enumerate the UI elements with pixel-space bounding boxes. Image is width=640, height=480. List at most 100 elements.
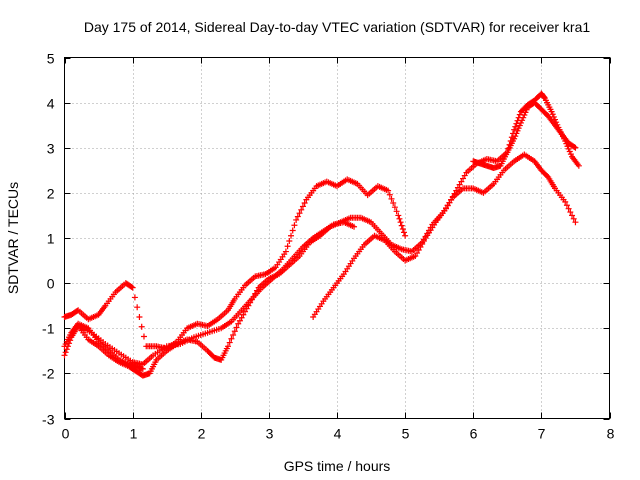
data-point: [516, 111, 523, 118]
data-point: [390, 200, 397, 207]
x-tick-label: 2: [198, 426, 206, 442]
data-point: [228, 335, 235, 342]
data-point: [289, 227, 296, 234]
data-point: [565, 205, 572, 212]
data-point: [225, 343, 231, 350]
data-point: [513, 120, 520, 127]
data-point: [515, 114, 522, 121]
data-point: [572, 219, 579, 226]
data-point: [553, 119, 560, 126]
data-point: [73, 307, 80, 314]
x-tick-labels: 0 1 2 3 4 5 6 7 8: [62, 426, 615, 442]
data-point: [570, 215, 577, 222]
data-point: [299, 203, 306, 210]
data-point: [296, 210, 303, 217]
data-point: [461, 172, 468, 179]
series-track-a: [61, 176, 409, 352]
series-track-e: [310, 99, 579, 320]
data-point: [393, 208, 400, 215]
data-point: [504, 149, 511, 156]
data-point: [385, 187, 392, 194]
data-point: [134, 304, 141, 311]
data-point: [522, 109, 529, 116]
data-point: [571, 143, 578, 150]
x-tick-label: 6: [470, 426, 478, 442]
y-tick-label: 3: [47, 141, 55, 157]
x-tick-label: 7: [538, 426, 546, 442]
data-point: [231, 328, 238, 335]
data-point: [288, 232, 295, 239]
data-point: [564, 143, 571, 150]
data-point: [420, 238, 427, 245]
series-track-d: [75, 219, 358, 368]
data-point: [415, 247, 422, 254]
data-point: [449, 193, 456, 200]
x-tick-label: 1: [130, 426, 138, 442]
data-point: [451, 190, 458, 197]
data-point: [129, 284, 136, 291]
y-tick-label: -1: [42, 321, 55, 337]
data-point: [66, 340, 73, 347]
data-point: [293, 216, 300, 223]
data-point: [226, 339, 233, 346]
data-point: [301, 200, 308, 207]
data-point: [562, 137, 569, 144]
x-axis-title: GPS time / hours: [284, 458, 391, 474]
data-point: [402, 232, 409, 239]
data-point: [298, 206, 305, 213]
data-point: [386, 191, 393, 198]
data-point: [417, 244, 424, 251]
data-point: [238, 314, 245, 321]
y-tick-label: 1: [47, 231, 55, 247]
data-point: [516, 122, 523, 129]
data-point: [398, 222, 405, 229]
data-point: [63, 346, 70, 353]
data-point: [412, 253, 419, 260]
series-track-f: [470, 90, 582, 172]
data-point: [505, 145, 512, 152]
data-point: [128, 283, 135, 290]
data-point: [294, 213, 301, 220]
data-point: [453, 187, 460, 194]
x-tick-label: 4: [334, 426, 342, 442]
data-point: [286, 238, 293, 245]
data-point: [565, 145, 572, 152]
data-point: [548, 108, 555, 115]
y-axis-title: SDTVAR / TECUs: [5, 182, 21, 294]
data-point: [508, 134, 515, 141]
data-point: [291, 222, 298, 229]
data-point: [549, 111, 556, 118]
data-point: [552, 116, 558, 123]
data-point: [563, 202, 570, 209]
data-point: [236, 317, 243, 324]
data-point: [443, 205, 449, 212]
data-point: [61, 352, 68, 359]
chart-title: Day 175 of 2014, Sidereal Day-to-day VTE…: [84, 19, 590, 35]
data-point: [395, 212, 402, 219]
data-point: [563, 140, 570, 147]
data-point: [399, 225, 406, 232]
data-point: [575, 162, 582, 169]
data-point: [509, 130, 516, 137]
data-point: [562, 198, 569, 205]
data-point: [419, 241, 426, 248]
data-point: [444, 202, 451, 209]
data-point: [391, 204, 398, 211]
data-point: [446, 199, 453, 206]
data-points: [61, 90, 582, 379]
data-point: [67, 337, 74, 344]
data-point: [230, 332, 237, 339]
data-point: [351, 223, 358, 230]
data-point: [566, 148, 573, 155]
y-tick-label: 2: [47, 186, 55, 202]
x-tick-label: 5: [402, 426, 410, 442]
data-point: [507, 137, 514, 144]
y-tick-label: 5: [47, 51, 55, 67]
data-point: [572, 144, 579, 151]
data-point: [400, 229, 407, 236]
data-point: [136, 313, 143, 320]
data-point: [282, 248, 289, 255]
x-tick-label: 8: [607, 426, 615, 442]
data-point: [448, 196, 455, 203]
